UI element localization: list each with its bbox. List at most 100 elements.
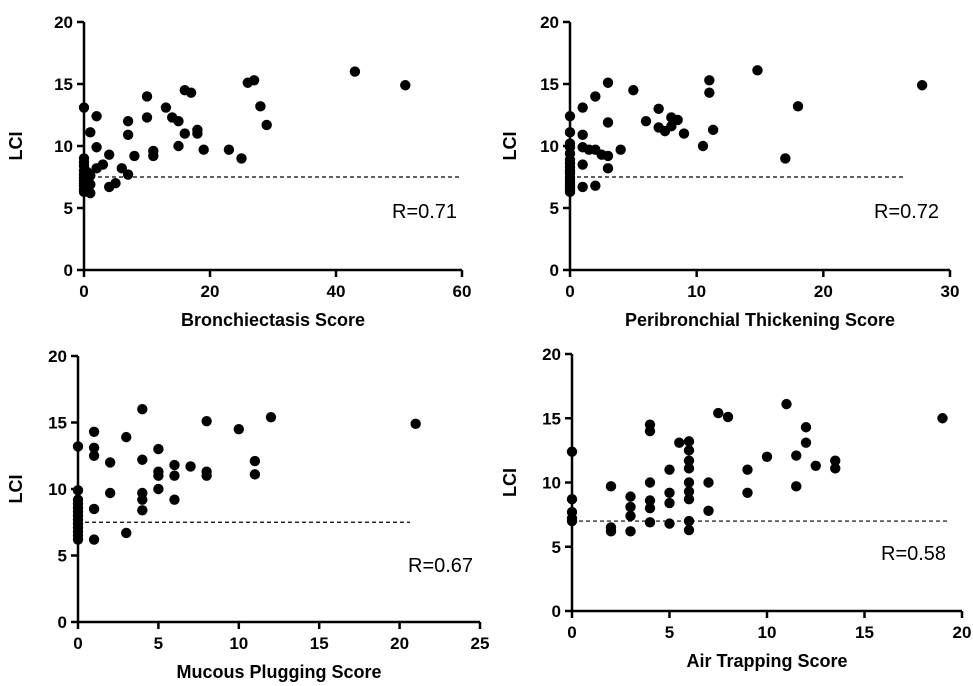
data-point [625, 491, 636, 502]
data-point [255, 101, 266, 112]
data-point [72, 441, 84, 452]
data-point [566, 494, 578, 505]
data-point [810, 460, 821, 471]
data-point [249, 469, 261, 480]
y-tick-label: 20 [54, 13, 73, 32]
y-axis-title: LCI [6, 132, 26, 161]
data-point [590, 91, 601, 102]
data-point [198, 144, 209, 155]
x-tick-label: 20 [201, 282, 220, 301]
data-point [625, 526, 636, 537]
data-point [261, 119, 272, 131]
data-point [704, 75, 715, 86]
x-tick-label: 20 [390, 634, 409, 653]
y-tick-label: 20 [540, 13, 559, 32]
data-point [683, 524, 695, 536]
data-point [791, 481, 802, 492]
y-tick-label: 5 [64, 199, 73, 218]
data-point [104, 149, 115, 160]
data-point [683, 477, 695, 488]
y-axis-title: LCI [500, 468, 520, 497]
data-point [644, 495, 656, 506]
x-tick-label: 0 [73, 634, 82, 653]
data-point [160, 102, 172, 113]
x-tick-label: 5 [154, 634, 163, 653]
data-point [590, 180, 601, 191]
data-point [185, 87, 197, 98]
data-point [761, 451, 773, 462]
data-point [104, 487, 116, 499]
data-point [605, 481, 617, 492]
data-point [153, 443, 164, 455]
correlation-label: R=0.72 [874, 201, 939, 223]
data-point [566, 515, 578, 527]
data-point [674, 437, 685, 448]
data-point [410, 418, 421, 430]
data-point [141, 91, 153, 102]
data-point [703, 477, 714, 488]
data-point [625, 501, 636, 513]
data-point [85, 179, 96, 190]
x-tick-label: 0 [567, 623, 576, 642]
data-point [78, 102, 90, 113]
data-point [678, 128, 690, 139]
data-point [564, 127, 576, 138]
data-point [88, 442, 100, 453]
y-tick-label: 15 [540, 75, 559, 94]
data-point [664, 464, 675, 475]
data-point [564, 111, 576, 122]
data-point [644, 425, 656, 437]
data-point [201, 470, 212, 481]
data-point [122, 129, 134, 141]
x-tick-label: 0 [79, 282, 88, 301]
data-point [88, 503, 100, 515]
data-point [173, 116, 184, 127]
data-point [121, 527, 132, 539]
data-point [400, 80, 411, 91]
data-point [615, 144, 626, 155]
data-point [577, 129, 588, 141]
data-point [683, 494, 695, 505]
data-point [683, 436, 695, 447]
data-point [800, 437, 812, 448]
data-point [173, 140, 184, 152]
data-point [249, 455, 261, 467]
data-point [137, 404, 148, 415]
data-point [653, 103, 664, 115]
data-point [830, 463, 841, 474]
data-point [703, 505, 714, 516]
data-point [121, 431, 132, 443]
y-tick-label: 5 [552, 538, 561, 557]
x-tick-label: 20 [814, 282, 833, 301]
data-point [792, 101, 804, 112]
data-point [85, 170, 96, 181]
data-point [707, 124, 719, 136]
y-tick-label: 15 [542, 409, 561, 428]
data-point [742, 487, 753, 498]
x-axis-title: Mucous Plugging Score [176, 662, 381, 682]
data-point [185, 461, 196, 472]
y-tick-label: 10 [540, 137, 559, 156]
x-axis-title: Peribronchial Thickening Score [625, 310, 895, 330]
x-axis-title: Air Trapping Score [686, 651, 847, 671]
data-point [830, 455, 841, 466]
data-point [602, 163, 614, 174]
data-point [104, 457, 116, 468]
data-point [129, 150, 140, 162]
data-point [137, 505, 148, 516]
x-axis-title: Bronchiectasis Score [181, 310, 365, 330]
data-point [72, 485, 84, 496]
data-point [577, 159, 588, 170]
data-point [137, 494, 148, 505]
data-point [683, 486, 695, 497]
data-point [937, 413, 948, 424]
x-tick-label: 15 [310, 634, 329, 653]
data-point [179, 128, 190, 139]
y-axis-title: LCI [500, 132, 520, 161]
data-point [605, 526, 617, 537]
data-point [265, 411, 277, 423]
x-tick-label: 15 [855, 623, 874, 642]
